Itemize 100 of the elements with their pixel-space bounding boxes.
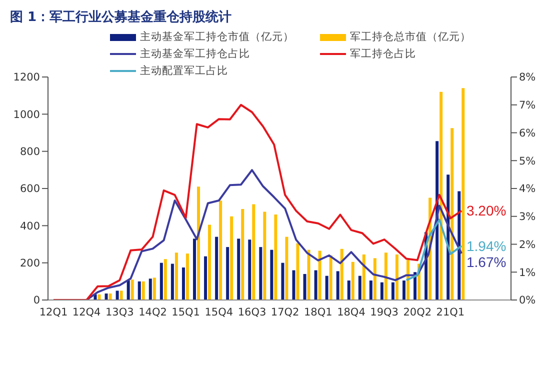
y2-tick-label: 6% <box>519 127 536 140</box>
bar <box>142 281 145 300</box>
x-tick-label: 12Q1 <box>39 306 68 318</box>
y2-tick-label: 1% <box>519 266 536 279</box>
bar <box>307 250 310 300</box>
data-label: 1.67% <box>466 254 506 270</box>
bar <box>170 264 174 300</box>
bar <box>174 252 178 300</box>
y2-tick-label: 2% <box>519 238 536 251</box>
bar <box>104 293 108 300</box>
bar <box>358 276 362 300</box>
x-tick-label: 18Q4 <box>337 306 366 318</box>
bar <box>230 216 234 300</box>
bar <box>440 92 443 300</box>
data-label: 3.20% <box>466 202 506 219</box>
bar <box>248 240 252 300</box>
bar <box>391 282 394 300</box>
x-tick-label: 12Q4 <box>72 306 102 318</box>
bar <box>384 252 388 300</box>
y2-tick-label: 8% <box>519 72 536 84</box>
bar <box>263 212 266 300</box>
bar <box>336 271 340 300</box>
x-tick-label: 16Q3 <box>238 306 266 318</box>
y-tick-label: 1000 <box>13 108 40 121</box>
bar <box>274 214 278 300</box>
bar <box>281 262 284 300</box>
line-series <box>52 104 462 300</box>
x-tick-label: 21Q1 <box>436 306 465 318</box>
bar <box>395 254 398 300</box>
chart-title: 图 1：军工行业公募基金重仓持股统计 <box>10 8 232 26</box>
line-series <box>86 169 462 300</box>
bar <box>237 238 240 300</box>
bar <box>292 270 296 300</box>
x-tick-label: 17Q2 <box>270 306 300 318</box>
bar <box>462 88 465 300</box>
bar <box>215 236 218 300</box>
bar <box>318 250 322 300</box>
y-tick-label: 1200 <box>13 72 40 84</box>
y-tick-label: 200 <box>20 258 40 270</box>
bar <box>126 280 130 300</box>
bar <box>369 280 372 300</box>
bar <box>116 290 119 300</box>
bar <box>196 186 200 300</box>
bar <box>380 282 384 300</box>
data-label: 1.94% <box>466 238 506 254</box>
bar <box>285 236 288 300</box>
y-tick-label: 0 <box>33 294 40 307</box>
y-tick-label: 800 <box>20 146 40 158</box>
bar <box>351 262 354 300</box>
bar <box>329 255 332 300</box>
y-tick-label: 400 <box>20 220 40 232</box>
bar <box>450 128 454 300</box>
x-tick-label: 15Q1 <box>172 306 200 318</box>
y-tick-label: 600 <box>20 183 40 196</box>
bar <box>160 262 163 300</box>
bar <box>402 280 406 300</box>
legend-label: 军工持仓总市值（亿元） <box>350 30 471 44</box>
x-tick-label: 19Q3 <box>370 306 398 318</box>
bar <box>226 247 230 300</box>
x-tick-label: 15Q4 <box>204 306 234 318</box>
bar <box>219 200 222 300</box>
bar <box>362 254 366 300</box>
bar <box>120 290 123 300</box>
y2-tick-label: 5% <box>519 155 536 168</box>
bar <box>241 208 244 300</box>
bar <box>186 254 189 300</box>
bar <box>98 294 101 300</box>
bar <box>148 278 152 300</box>
line-series <box>405 218 462 282</box>
y2-tick-label: 0% <box>519 294 536 307</box>
bar <box>152 278 156 300</box>
bar <box>458 191 461 300</box>
bar <box>192 238 196 300</box>
bar <box>347 280 350 300</box>
bar <box>182 267 185 300</box>
x-tick-label: 18Q1 <box>304 306 332 318</box>
bar <box>340 248 344 300</box>
bar <box>138 281 141 300</box>
bar <box>252 204 256 300</box>
bar <box>373 258 376 300</box>
x-tick-label: 14Q2 <box>138 306 167 318</box>
bar <box>108 293 112 300</box>
bar <box>314 270 318 300</box>
x-tick-label: 13Q3 <box>106 306 134 318</box>
bar <box>204 256 208 300</box>
bar <box>325 276 328 300</box>
x-tick-label: 20Q2 <box>403 306 432 318</box>
bar <box>296 243 300 300</box>
legend-label: 主动配置军工占比 <box>140 64 228 78</box>
bar <box>208 224 212 300</box>
bar <box>130 280 134 300</box>
y2-tick-label: 3% <box>519 211 536 224</box>
bar <box>303 274 306 300</box>
bar <box>270 250 274 300</box>
y2-tick-label: 4% <box>519 183 536 196</box>
legend-label: 主动基金军工持仓占比 <box>140 47 250 61</box>
bar <box>164 259 167 300</box>
bar <box>259 247 262 300</box>
legend-label: 军工持仓占比 <box>350 47 416 61</box>
legend-label: 主动基金军工持仓市值（亿元） <box>140 30 294 44</box>
